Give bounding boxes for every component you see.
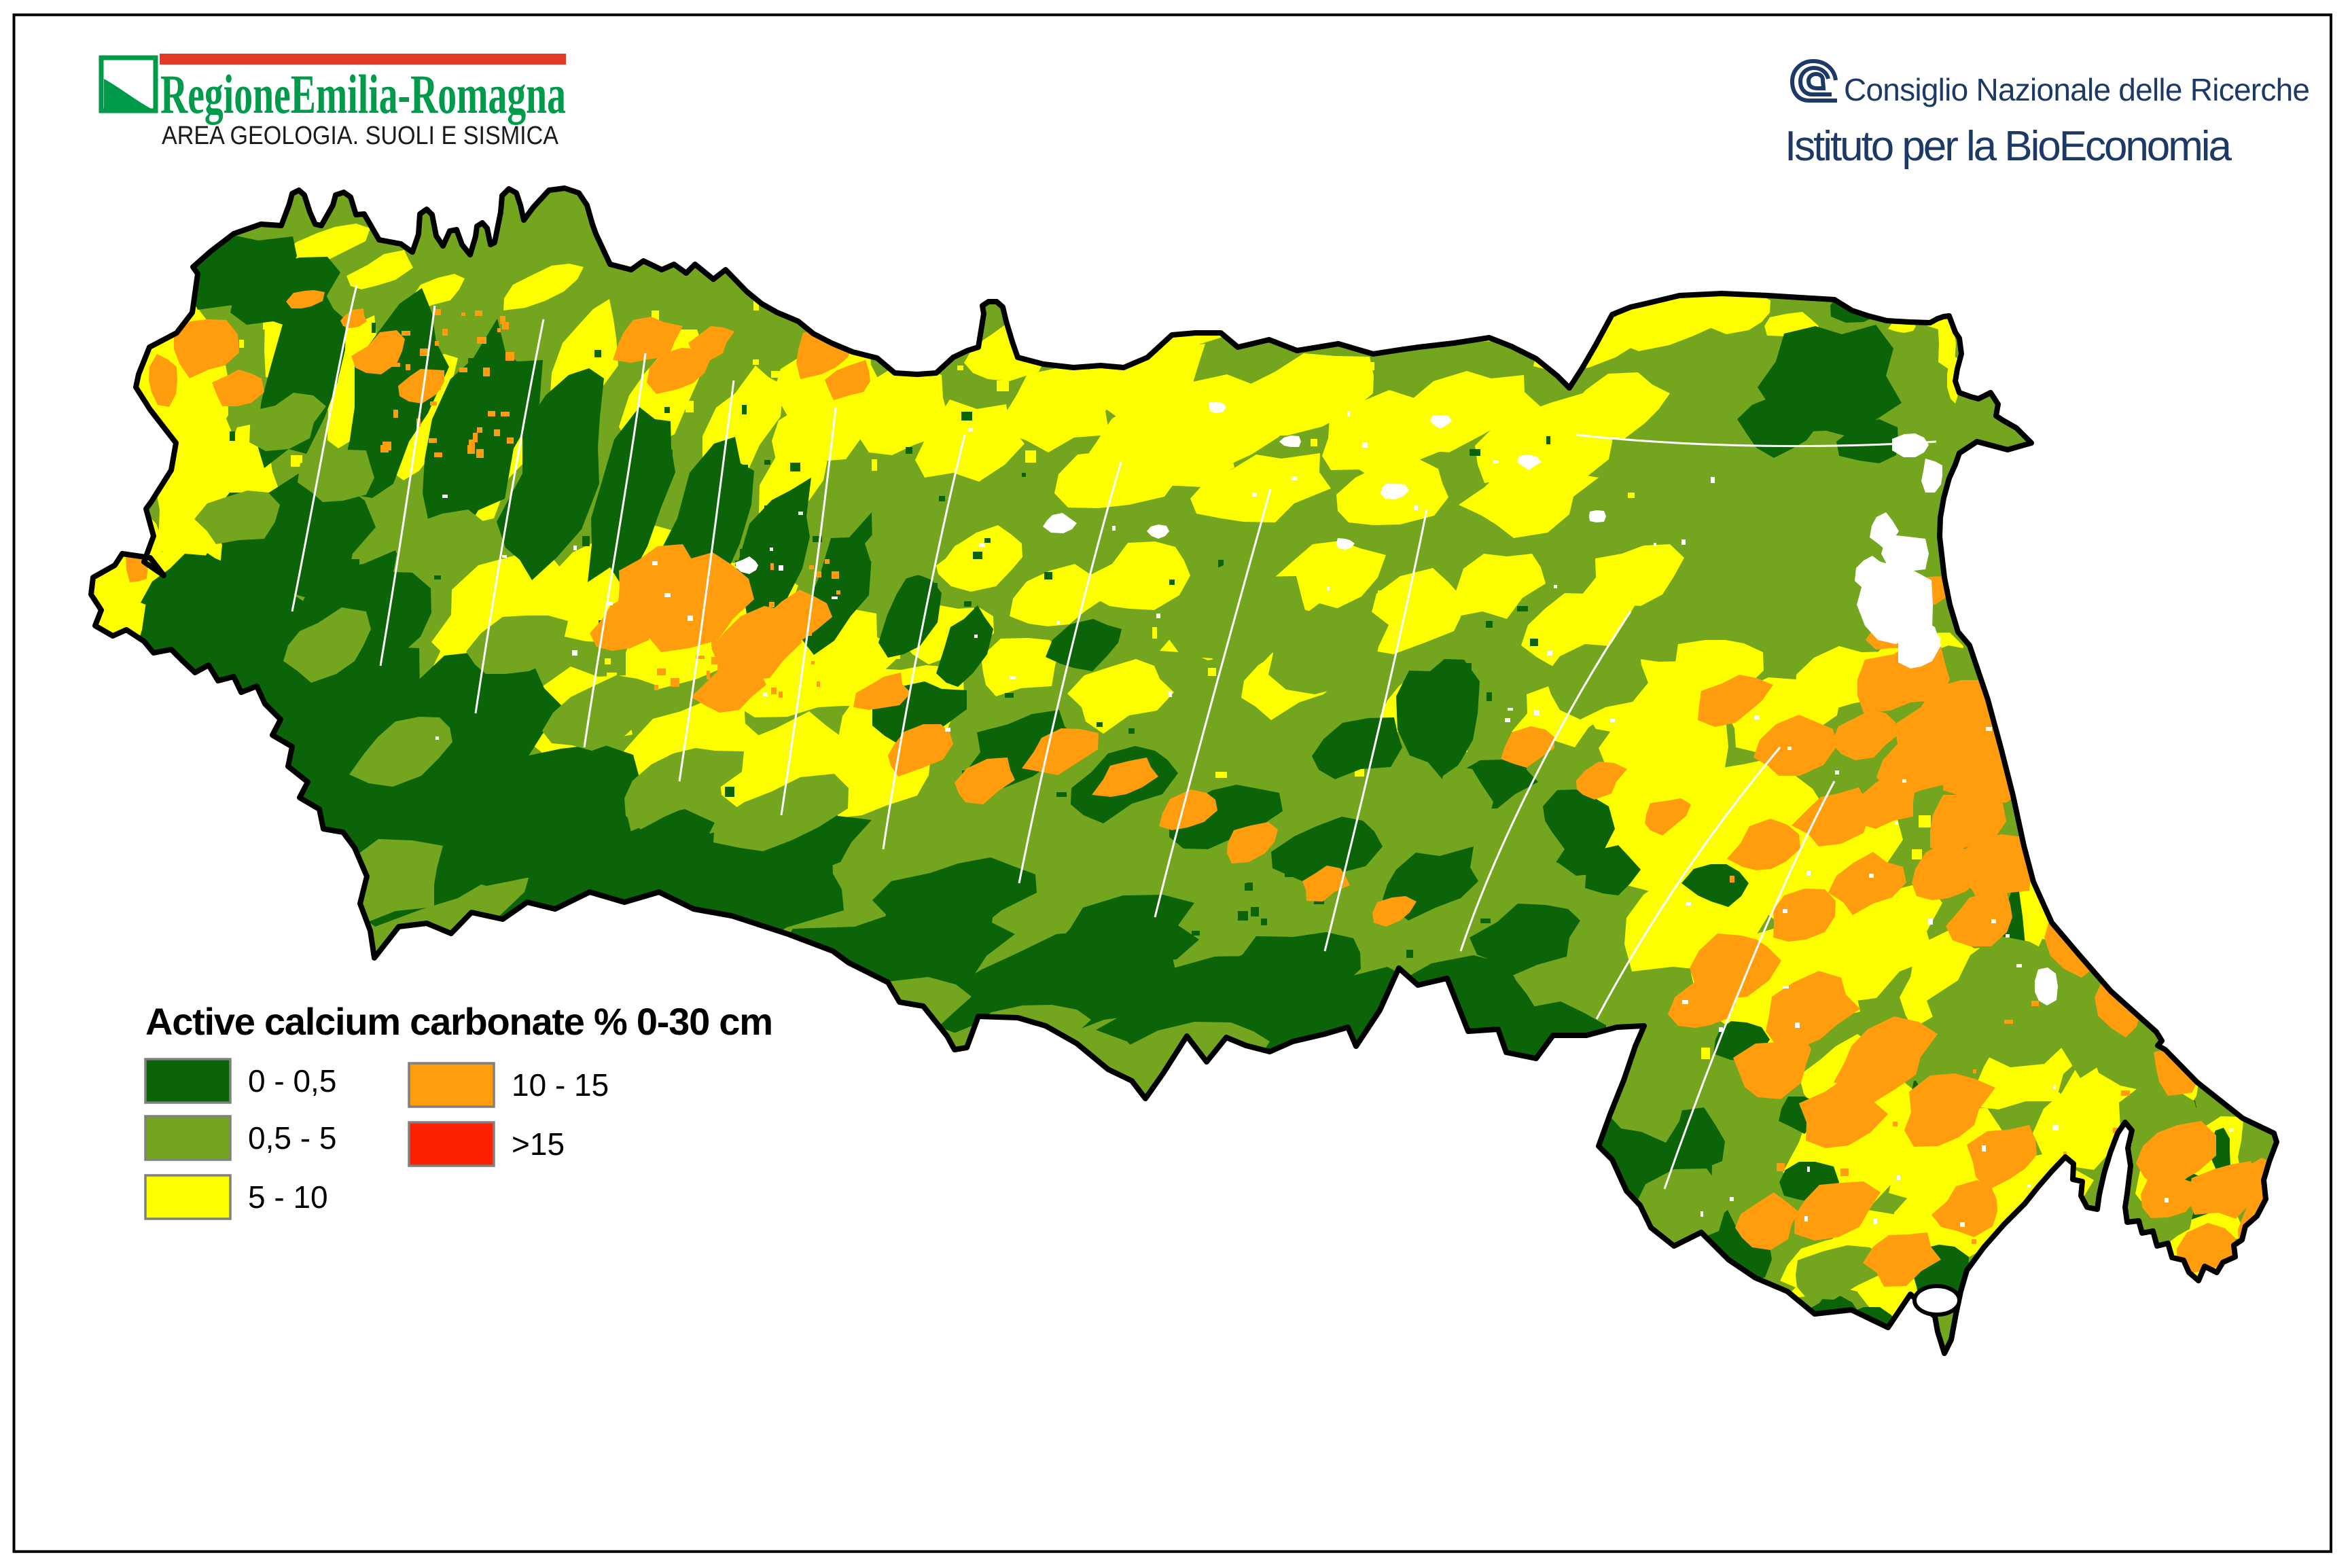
svg-text:RegioneEmilia-Romagna: RegioneEmilia-Romagna (160, 63, 566, 125)
svg-text:Istituto per la BioEconomia: Istituto per la BioEconomia (1785, 123, 2232, 170)
svg-text:AREA GEOLOGIA. SUOLI E SISMICA: AREA GEOLOGIA. SUOLI E SISMICA (162, 122, 559, 150)
svg-text:5 - 10: 5 - 10 (248, 1179, 328, 1215)
svg-text:10 - 15: 10 - 15 (512, 1067, 609, 1103)
svg-text:0,5 - 5: 0,5 - 5 (248, 1120, 336, 1156)
svg-text:0 - 0,5: 0 - 0,5 (248, 1063, 336, 1099)
svg-text:>15: >15 (512, 1126, 565, 1162)
svg-text:Active calcium carbonate % 0-3: Active calcium carbonate % 0-30 cm (145, 1000, 773, 1043)
svg-text:Consiglio Nazionale delle Rice: Consiglio Nazionale delle Ricerche (1844, 72, 2310, 107)
